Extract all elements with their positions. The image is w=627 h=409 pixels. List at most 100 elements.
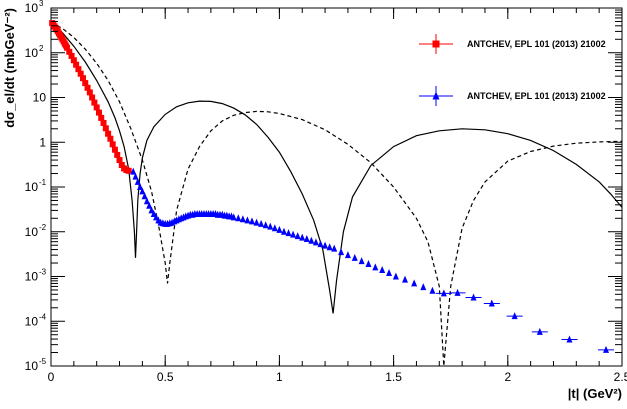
y-tick-label: 10 bbox=[25, 359, 39, 373]
y-tick-exponent: 3 bbox=[39, 0, 44, 8]
data-point-triangle bbox=[420, 283, 427, 291]
data-point-triangle bbox=[312, 238, 319, 246]
data-point-triangle bbox=[511, 312, 518, 320]
data-point-triangle bbox=[244, 216, 251, 224]
y-tick-label: 10 bbox=[25, 270, 39, 284]
theory-curves-layer bbox=[51, 21, 622, 366]
y-axis-title: dσ_el/dt (mbGeV⁻²) bbox=[2, 8, 17, 128]
data-point-square bbox=[84, 84, 91, 91]
x-tick-label: 0 bbox=[48, 370, 55, 384]
data-point-square bbox=[66, 48, 73, 55]
axes-layer: 00.511.522.510-510-410-310-210-111010210… bbox=[2, 0, 627, 401]
plot-frame bbox=[50, 7, 623, 367]
data-point-triangle bbox=[137, 183, 144, 190]
legend-label: ANTCHEV, EPL 101 (2013) 21002 bbox=[467, 39, 606, 49]
data-points-layer bbox=[49, 20, 615, 353]
data-point-triangle bbox=[299, 233, 306, 241]
legend-marker bbox=[432, 40, 440, 48]
plot-frame-layer bbox=[50, 7, 623, 367]
data-point-square bbox=[107, 135, 114, 142]
data-point-triangle bbox=[290, 230, 297, 238]
data-point-triangle bbox=[402, 275, 409, 283]
data-point-triangle bbox=[488, 299, 495, 307]
data-point-square bbox=[68, 52, 75, 59]
y-tick-mantissa: 10 bbox=[25, 225, 39, 239]
x-tick-label: 2 bbox=[504, 370, 511, 384]
legend-layer: ANTCHEV, EPL 101 (2013) 21002 ANTCHEV, EP… bbox=[419, 34, 606, 106]
data-point-square bbox=[116, 157, 123, 164]
data-point-triangle bbox=[267, 222, 274, 230]
data-point-triangle bbox=[344, 251, 351, 259]
data-point-square bbox=[63, 44, 70, 51]
data-point-triangle bbox=[271, 224, 278, 232]
data-point-square bbox=[114, 151, 121, 158]
data-point-triangle bbox=[262, 221, 269, 229]
data-point-triangle bbox=[470, 293, 477, 301]
y-tick-mantissa: 10 bbox=[25, 270, 39, 284]
y-tick-exponent: -1 bbox=[39, 178, 47, 187]
data-point-square bbox=[118, 162, 125, 169]
x-tick-label: 1.5 bbox=[385, 370, 402, 384]
data-point-triangle bbox=[280, 227, 287, 235]
dashed-theory-curve bbox=[51, 21, 622, 366]
y-tick-label: 10 bbox=[25, 46, 39, 60]
data-point-triangle bbox=[130, 167, 137, 175]
data-point-square bbox=[70, 57, 77, 64]
data-point-triangle bbox=[134, 177, 141, 185]
data-point-triangle bbox=[411, 279, 418, 287]
x-tick-label: 2.5 bbox=[614, 370, 627, 384]
y-tick-label: 10 bbox=[25, 1, 39, 15]
legend-marker bbox=[432, 91, 440, 100]
data-point-square bbox=[109, 141, 116, 148]
data-point-triangle bbox=[132, 172, 139, 180]
data-point-triangle bbox=[148, 206, 155, 214]
data-point-triangle bbox=[338, 248, 345, 256]
data-point-triangle bbox=[358, 257, 365, 265]
data-point-triangle bbox=[365, 260, 372, 268]
data-point-square bbox=[82, 80, 89, 87]
data-point-triangle bbox=[294, 232, 301, 240]
y-tick-mantissa: 1 bbox=[39, 135, 46, 149]
data-point-triangle bbox=[248, 217, 255, 225]
data-point-triangle bbox=[372, 263, 379, 271]
x-axis-title: |t| (GeV²) bbox=[568, 386, 622, 401]
data-point-triangle bbox=[603, 345, 610, 353]
data-point-square bbox=[125, 167, 132, 174]
y-tick-mantissa: 10 bbox=[25, 180, 39, 194]
y-tick-exponent: -3 bbox=[39, 268, 47, 277]
data-point-triangle bbox=[253, 218, 260, 226]
data-point-triangle bbox=[536, 327, 543, 335]
data-point-triangle bbox=[317, 240, 324, 248]
data-point-square bbox=[86, 89, 93, 96]
data-point-triangle bbox=[258, 219, 265, 227]
y-tick-exponent: 2 bbox=[39, 44, 44, 53]
y-tick-mantissa: 10 bbox=[33, 91, 47, 105]
y-tick-mantissa: 10 bbox=[25, 314, 39, 328]
data-point-triangle bbox=[379, 265, 386, 273]
data-point-square bbox=[111, 146, 118, 153]
data-point-triangle bbox=[143, 197, 150, 205]
y-tick-exponent: -5 bbox=[39, 357, 47, 366]
data-point-triangle bbox=[235, 214, 242, 222]
data-point-square bbox=[102, 125, 109, 132]
x-tick-label: 0.5 bbox=[157, 370, 174, 384]
data-point-triangle bbox=[392, 272, 399, 280]
data-point-triangle bbox=[331, 244, 338, 252]
data-point-triangle bbox=[239, 215, 246, 223]
data-point-triangle bbox=[322, 241, 329, 249]
data-point-triangle bbox=[386, 268, 393, 276]
data-point-square bbox=[95, 109, 102, 116]
data-point-triangle bbox=[146, 201, 153, 209]
data-point-triangle bbox=[454, 288, 461, 296]
data-point-triangle bbox=[303, 234, 310, 242]
data-point-square bbox=[89, 94, 96, 101]
data-point-square bbox=[91, 99, 98, 106]
y-tick-exponent: -4 bbox=[39, 312, 47, 321]
y-tick-mantissa: 10 bbox=[25, 46, 39, 60]
y-tick-label: 10 bbox=[25, 225, 39, 239]
solid-theory-curve bbox=[51, 21, 622, 314]
data-point-triangle bbox=[566, 335, 573, 343]
data-point-triangle bbox=[230, 213, 237, 221]
data-point-triangle bbox=[351, 253, 358, 261]
